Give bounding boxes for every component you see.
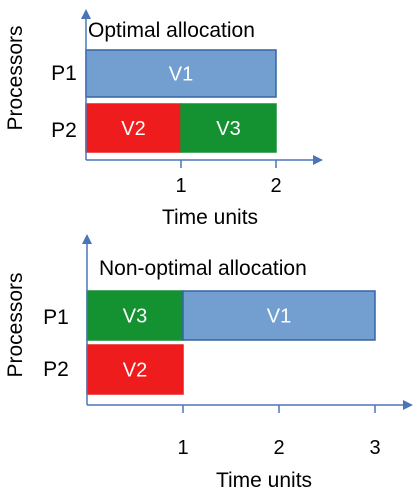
optimal-ylabel: Processors <box>4 25 27 130</box>
optimal-proc-label-p1: P1 <box>51 62 77 85</box>
non-optimal-tick-label-2: 2 <box>273 437 284 459</box>
optimal-task-label-v3: V3 <box>216 118 240 140</box>
optimal-bar-v1-p1 <box>85 49 277 98</box>
optimal-xlabel: Time units <box>162 206 258 229</box>
non-optimal-panel: Processors Non-optimal allocation P1 P2 … <box>4 257 312 492</box>
optimal-y-axis-arrow <box>81 9 91 19</box>
non-optimal-task-label-v2: V2 <box>123 360 147 382</box>
optimal-tick-label-2: 2 <box>270 175 281 197</box>
optimal-bar-v2-p2 <box>85 103 182 153</box>
optimal-bar-v3-p2 <box>180 103 277 153</box>
optimal-panel: Processors Optimal allocation P1 P2 Time… <box>4 19 258 229</box>
non-optimal-ylabel: Processors <box>4 272 27 377</box>
optimal-proc-label-p2: P2 <box>51 119 77 142</box>
non-optimal-tick-label-3: 3 <box>369 437 380 459</box>
non-optimal-proc-label-p2: P2 <box>43 358 69 381</box>
non-optimal-bar-v2-p2 <box>86 344 184 395</box>
non-optimal-y-axis-arrow <box>82 234 92 244</box>
non-optimal-bar-v1-p1 <box>182 290 376 341</box>
non-optimal-proc-label-p1: P1 <box>43 306 69 329</box>
non-optimal-xlabel: Time units <box>216 469 312 492</box>
optimal-tick-label-1: 1 <box>175 175 186 197</box>
non-optimal-task-label-v3: V3 <box>123 306 147 328</box>
optimal-task-label-v1: V1 <box>169 64 193 86</box>
optimal-plot: V1 V2 V3 1 2 <box>81 9 323 197</box>
non-optimal-title: Non-optimal allocation <box>99 257 307 280</box>
optimal-title: Optimal allocation <box>88 19 255 42</box>
non-optimal-task-label-v1: V1 <box>267 306 291 328</box>
non-optimal-tick-label-1: 1 <box>177 437 188 459</box>
optimal-task-label-v2: V2 <box>121 118 145 140</box>
non-optimal-plot: V3 V1 V2 1 2 3 <box>82 234 413 459</box>
non-optimal-x-axis-arrow <box>403 400 413 410</box>
optimal-x-axis-arrow <box>313 155 323 165</box>
